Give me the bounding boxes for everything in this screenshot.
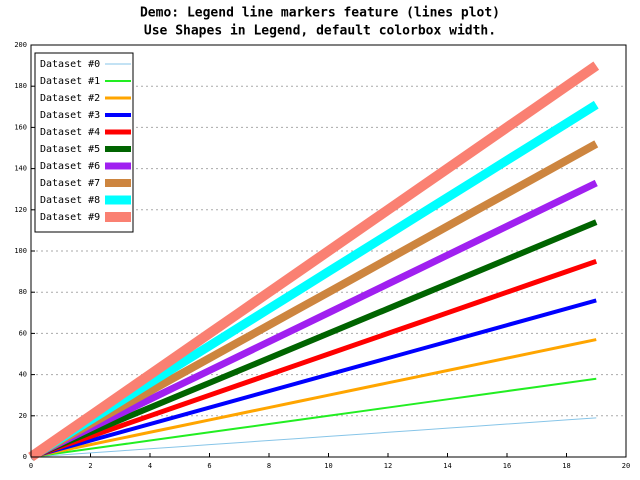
data-line bbox=[30, 377, 597, 458]
x-tick-label: 6 bbox=[207, 462, 211, 470]
y-tick-label: 180 bbox=[14, 82, 27, 90]
legend-label: Dataset #4 bbox=[40, 127, 100, 138]
legend-label: Dataset #5 bbox=[40, 144, 100, 155]
legend-label: Dataset #2 bbox=[40, 93, 100, 104]
data-line bbox=[28, 100, 599, 461]
x-tick-label: 0 bbox=[29, 462, 33, 470]
legend-label: Dataset #6 bbox=[40, 161, 100, 172]
legend-label: Dataset #9 bbox=[40, 212, 100, 223]
y-tick-label: 200 bbox=[14, 41, 27, 49]
y-tick-label: 140 bbox=[14, 165, 27, 173]
chart-subtitle: Use Shapes in Legend, default colorbox w… bbox=[144, 24, 496, 39]
y-tick-label: 40 bbox=[19, 371, 27, 379]
data-line bbox=[30, 417, 597, 458]
y-tick-label: 20 bbox=[19, 412, 27, 420]
y-tick-label: 160 bbox=[14, 123, 27, 131]
x-tick-label: 16 bbox=[503, 462, 511, 470]
data-line bbox=[29, 219, 598, 460]
legend-label: Dataset #1 bbox=[40, 76, 100, 87]
x-tick-label: 4 bbox=[148, 462, 152, 470]
x-tick-label: 10 bbox=[324, 462, 332, 470]
x-tick-label: 18 bbox=[562, 462, 570, 470]
x-tick-label: 20 bbox=[622, 462, 630, 470]
legend-label: Dataset #0 bbox=[40, 59, 100, 70]
y-tick-label: 100 bbox=[14, 247, 27, 255]
x-tick-label: 12 bbox=[384, 462, 392, 470]
x-tick-label: 2 bbox=[88, 462, 92, 470]
plot-frame bbox=[30, 44, 627, 458]
y-tick-label: 120 bbox=[14, 206, 27, 214]
legend-label: Dataset #8 bbox=[40, 195, 100, 206]
data-line bbox=[30, 338, 597, 459]
data-line bbox=[30, 258, 598, 460]
y-tick-label: 80 bbox=[19, 288, 27, 296]
data-line bbox=[29, 140, 599, 461]
y-tick-label: 0 bbox=[23, 453, 27, 461]
x-tick-label: 8 bbox=[267, 462, 271, 470]
x-tick-label: 14 bbox=[443, 462, 451, 470]
chart-title: Demo: Legend line markers feature (lines… bbox=[140, 6, 500, 21]
legend-label: Dataset #7 bbox=[40, 178, 100, 189]
data-line bbox=[29, 179, 598, 461]
legend-label: Dataset #3 bbox=[40, 110, 100, 121]
data-line bbox=[28, 61, 600, 462]
y-tick-label: 60 bbox=[19, 329, 27, 337]
data-line bbox=[30, 298, 597, 459]
